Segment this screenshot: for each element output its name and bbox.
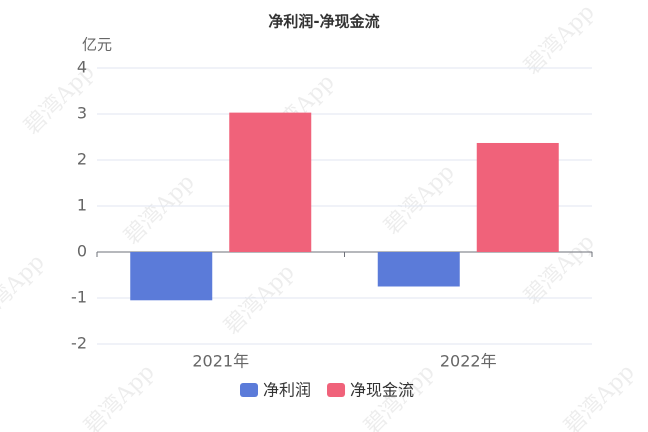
- watermark: 碧湾App: [220, 260, 300, 340]
- bar: [377, 252, 460, 287]
- y-tick-label: -1: [71, 288, 87, 307]
- y-tick-label: 3: [77, 104, 87, 123]
- chart-title: 净利润-净现金流: [268, 13, 379, 31]
- legend-swatch: [327, 383, 346, 397]
- x-tick-label: 2022年: [440, 352, 497, 371]
- watermark: 碧湾App: [80, 360, 160, 432]
- watermark: 碧湾App: [0, 250, 50, 330]
- bar: [229, 112, 312, 253]
- y-tick-label: -2: [71, 334, 87, 353]
- y-tick-label: 4: [77, 58, 87, 77]
- legend-swatch: [240, 383, 258, 397]
- y-tick-label: 2: [77, 150, 87, 169]
- bar: [130, 252, 213, 301]
- y-tick-label: 1: [77, 196, 87, 215]
- legend-label: 净利润: [263, 381, 311, 400]
- watermark: 碧湾App: [380, 160, 460, 240]
- watermark: 碧湾App: [120, 170, 200, 250]
- x-tick-label: 2021年: [192, 352, 249, 371]
- watermark: 碧湾App: [560, 360, 640, 432]
- bar: [476, 142, 559, 252]
- y-axis-label: 亿元: [82, 36, 112, 54]
- watermark: 碧湾App: [20, 60, 100, 140]
- y-tick-label: 0: [77, 242, 87, 261]
- legend-label: 净现金流: [350, 381, 414, 400]
